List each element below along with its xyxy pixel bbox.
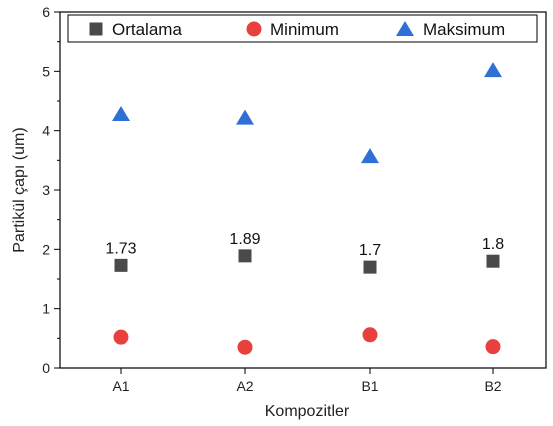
minimum-point: [362, 327, 378, 343]
legend: Ortalama Minimum Maksimum: [67, 14, 538, 43]
maksimum-point: [361, 148, 379, 164]
maksimum-point: [236, 109, 254, 125]
ortalama-point: [363, 260, 377, 274]
legend-label-ortalama: Ortalama: [112, 20, 182, 39]
y-tick-label: 5: [42, 63, 50, 79]
legend-marker-maksimum: [396, 21, 414, 36]
legend-marker-ortalama: [89, 22, 103, 36]
axes: 0 1 2 3 4 5 6 A1 A2 B1 B2: [42, 4, 547, 394]
maksimum-point: [112, 106, 130, 122]
x-tick-label: B2: [484, 378, 501, 394]
x-tick-label: B1: [361, 378, 378, 394]
maksimum-point: [484, 62, 502, 78]
data-marks: 1.73 1.89 1.7 1.8: [105, 62, 504, 355]
y-tick-label: 1: [42, 301, 50, 317]
plot-frame: [59, 11, 547, 369]
ortalama-data-label: 1.89: [229, 231, 260, 248]
legend-label-maksimum: Maksimum: [423, 20, 505, 39]
ortalama-data-label: 1.8: [482, 236, 504, 253]
y-tick-label: 0: [42, 360, 50, 376]
ortalama-point: [486, 254, 500, 268]
y-tick-label: 4: [42, 123, 50, 139]
minimum-point: [485, 339, 501, 355]
y-tick-label: 6: [42, 4, 50, 20]
ortalama-point: [114, 258, 128, 272]
x-tick-label: A1: [112, 378, 129, 394]
y-tick-label: 3: [42, 182, 50, 198]
y-axis-title: Partikül çapı (um): [11, 127, 28, 252]
y-tick-label: 2: [42, 241, 50, 257]
ortalama-data-label: 1.73: [105, 240, 136, 257]
legend-box: [67, 14, 538, 43]
legend-marker-minimum: [246, 21, 262, 37]
ortalama-data-label: 1.7: [359, 242, 381, 259]
legend-label-minimum: Minimum: [270, 20, 339, 39]
ortalama-point: [238, 249, 252, 263]
minimum-point: [113, 329, 129, 345]
x-tick-label: A2: [236, 378, 253, 394]
minimum-point: [237, 339, 253, 355]
x-axis-title: Kompozitler: [265, 403, 350, 420]
